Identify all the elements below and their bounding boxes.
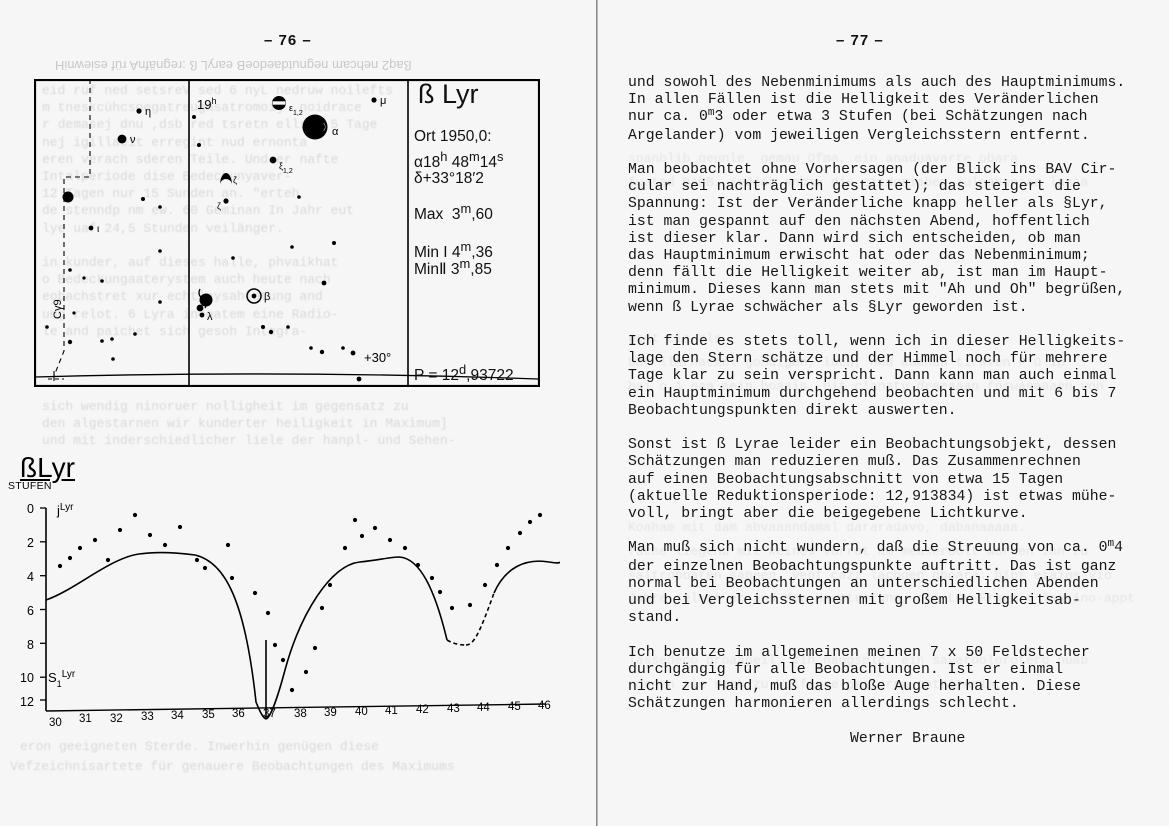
svg-text:41: 41 — [385, 705, 398, 717]
svg-text:30: 30 — [49, 717, 62, 729]
svg-text:8: 8 — [27, 638, 34, 652]
svg-text:44: 44 — [477, 702, 490, 714]
svg-text:43: 43 — [447, 703, 460, 715]
svg-text:4: 4 — [27, 570, 34, 584]
svg-text:2: 2 — [27, 536, 34, 550]
svg-text:33: 33 — [141, 711, 154, 723]
svg-text:S1Lyr: S1Lyr — [48, 669, 76, 690]
svg-text:45: 45 — [508, 701, 521, 713]
svg-text:46: 46 — [538, 700, 551, 712]
svg-text:0: 0 — [27, 502, 34, 516]
svg-text:32: 32 — [110, 713, 123, 725]
svg-text:12: 12 — [20, 695, 34, 709]
svg-text:35: 35 — [202, 709, 215, 721]
svg-text:31: 31 — [79, 713, 92, 725]
svg-text:jLyr: jLyr — [56, 502, 74, 519]
svg-text:10: 10 — [20, 671, 34, 685]
svg-text:42: 42 — [416, 704, 429, 716]
svg-text:38: 38 — [294, 708, 307, 720]
svg-text:6: 6 — [27, 604, 34, 618]
svg-text:34: 34 — [171, 710, 184, 722]
svg-text:39: 39 — [324, 707, 337, 719]
svg-text:40: 40 — [355, 706, 368, 718]
svg-text:36: 36 — [232, 708, 245, 720]
